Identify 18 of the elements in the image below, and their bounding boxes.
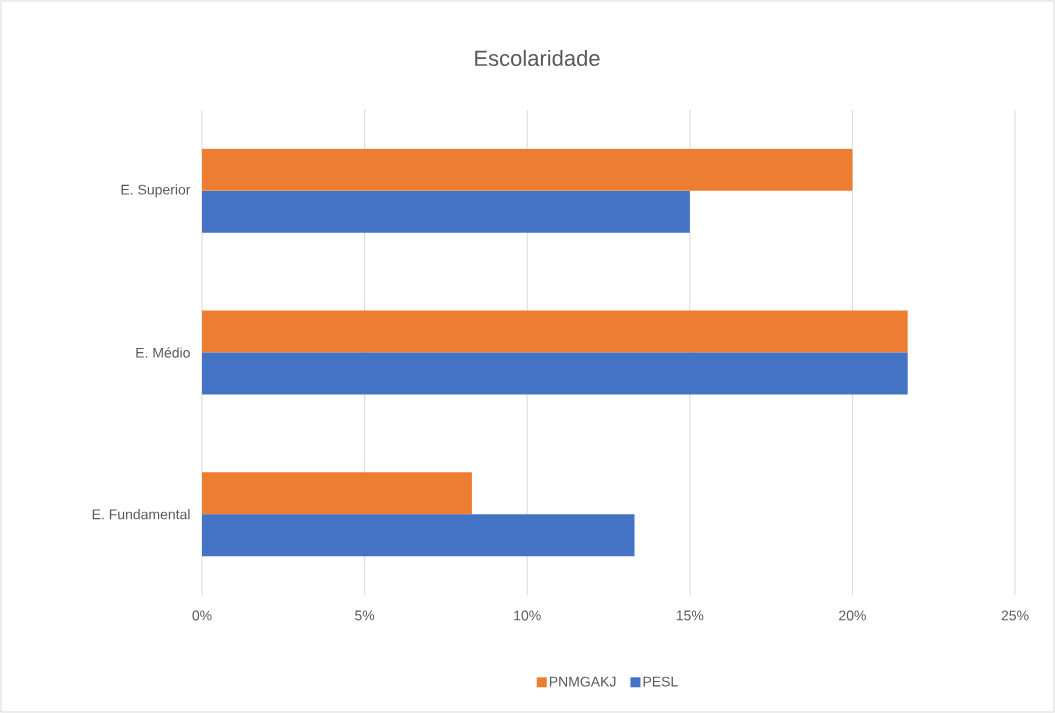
x-tick-label: 15% [676,610,704,621]
y-tick-label: E. Médio [136,347,190,358]
bar [202,472,472,515]
bar [202,310,908,353]
bar [202,190,690,233]
y-tick-label: E. Fundamental [92,509,190,520]
chart-title: Escolaridade [475,49,600,67]
x-tick-label: 5% [355,610,375,621]
bar [202,148,853,191]
bar [202,352,908,395]
legend-label: PNMGAKJ [549,676,616,687]
legend-label: PESL [643,676,678,687]
x-tick-label: 25% [1001,610,1029,621]
x-tick-label: 20% [839,610,866,621]
x-tick-label: 10% [514,610,541,621]
x-tick-label: 0% [192,610,212,621]
bar [202,514,635,557]
y-tick-label: E. Superior [121,184,191,198]
